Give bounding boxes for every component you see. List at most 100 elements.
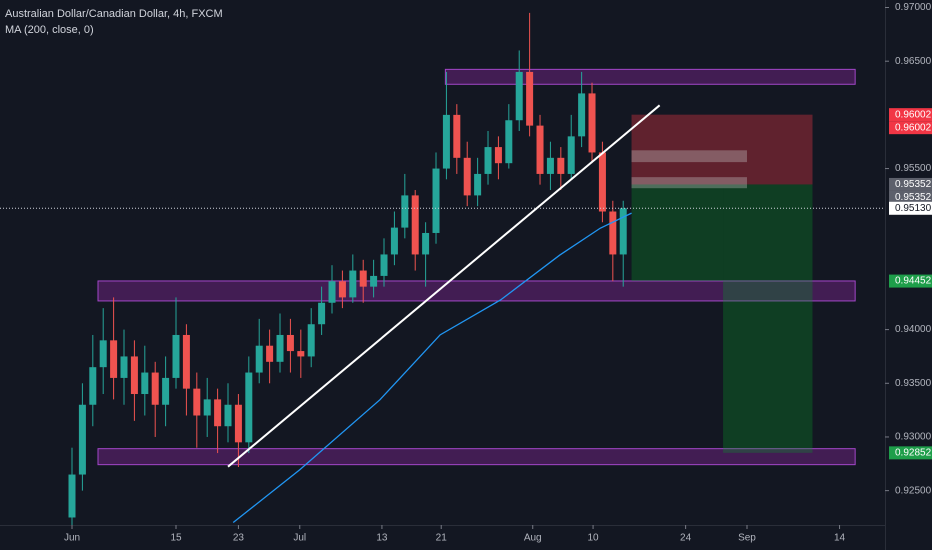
candle-body bbox=[286, 334, 294, 352]
candle-body bbox=[245, 372, 253, 443]
candle-body bbox=[401, 195, 409, 228]
candle-body bbox=[307, 324, 315, 357]
candle-body bbox=[505, 120, 513, 164]
price-label: 0.95352 bbox=[895, 192, 932, 203]
candle-body bbox=[182, 334, 190, 389]
zone bbox=[444, 68, 856, 85]
price-label-badge bbox=[889, 121, 932, 135]
x-tick-label: 14 bbox=[834, 533, 846, 544]
y-tick-label: 0.97000 bbox=[895, 2, 932, 13]
target-zone bbox=[631, 184, 724, 282]
candle-body bbox=[193, 388, 201, 416]
x-tick-label: 13 bbox=[376, 533, 388, 544]
candle-body bbox=[266, 345, 274, 362]
target-zone bbox=[723, 184, 813, 453]
x-tick-label: Jul bbox=[293, 533, 306, 544]
candle-body bbox=[380, 254, 388, 276]
indicator-label: MA (200, close, 0) bbox=[5, 24, 94, 36]
candle-body bbox=[297, 351, 305, 357]
candle-body bbox=[276, 334, 284, 362]
candle-body bbox=[370, 275, 378, 287]
candle-body bbox=[89, 367, 97, 405]
x-tick-label: Jun bbox=[64, 533, 80, 544]
candle-body bbox=[567, 136, 575, 174]
price-label: 0.96002 bbox=[895, 122, 932, 133]
price-label-badge bbox=[889, 190, 932, 204]
x-tick-label: Aug bbox=[524, 533, 542, 544]
price-label: 0.92852 bbox=[895, 447, 932, 458]
x-tick-label: 24 bbox=[680, 533, 692, 544]
price-label: 0.94452 bbox=[895, 276, 932, 287]
candle-body bbox=[515, 71, 523, 121]
candle-body bbox=[99, 340, 107, 368]
candle-body bbox=[224, 404, 232, 427]
zone bbox=[97, 448, 856, 466]
candle-body bbox=[463, 157, 471, 196]
chart-title: Australian Dollar/Canadian Dollar, 4h, F… bbox=[5, 8, 223, 20]
candle-body bbox=[349, 270, 357, 298]
trend-line bbox=[227, 104, 661, 468]
candle-body bbox=[255, 345, 263, 373]
candle-body bbox=[546, 157, 554, 174]
candle-body bbox=[619, 208, 627, 255]
price-label-badge bbox=[889, 274, 932, 288]
candle-body bbox=[474, 173, 482, 196]
price-label-badge bbox=[889, 446, 932, 460]
candle-body bbox=[557, 157, 565, 174]
x-tick-label: 23 bbox=[233, 533, 245, 544]
candle-body bbox=[318, 302, 326, 325]
candle-body bbox=[453, 114, 461, 158]
candle-body bbox=[162, 377, 170, 405]
candle-body bbox=[494, 147, 502, 164]
y-tick-label: 0.94000 bbox=[895, 324, 932, 335]
level-band bbox=[631, 177, 747, 189]
candle-body bbox=[78, 404, 86, 475]
y-tick-label: 0.93000 bbox=[895, 432, 932, 443]
candle-body bbox=[110, 340, 118, 378]
candle-body bbox=[390, 227, 398, 255]
candle-body bbox=[578, 93, 586, 137]
candle-body bbox=[172, 334, 180, 378]
price-label-badge bbox=[889, 108, 932, 122]
candle-body bbox=[338, 281, 346, 298]
y-tick-label: 0.95500 bbox=[895, 163, 932, 174]
candle-body bbox=[411, 195, 419, 255]
candle-body bbox=[484, 147, 492, 174]
x-tick-label: 10 bbox=[587, 533, 599, 544]
y-tick-label: 0.96500 bbox=[895, 56, 932, 67]
price-label-badge bbox=[889, 177, 932, 191]
candle-body bbox=[526, 71, 534, 126]
candle-body bbox=[203, 399, 211, 416]
price-label: 0.95130 bbox=[895, 203, 932, 214]
candle-body bbox=[214, 399, 222, 427]
candle-body bbox=[68, 474, 76, 518]
candle-body bbox=[598, 152, 606, 212]
x-tick-label: 21 bbox=[436, 533, 448, 544]
candle-body bbox=[442, 114, 450, 169]
candle-body bbox=[359, 270, 367, 287]
candle-body bbox=[588, 93, 596, 153]
y-tick-label: 0.92500 bbox=[895, 485, 932, 496]
zone bbox=[97, 280, 856, 302]
candle-body bbox=[432, 168, 440, 233]
price-label-badge bbox=[889, 201, 932, 215]
candle-body bbox=[536, 125, 544, 174]
candle-body bbox=[120, 356, 128, 378]
candle-body bbox=[130, 356, 138, 395]
price-label: 0.95352 bbox=[895, 179, 932, 190]
candle-body bbox=[422, 232, 430, 255]
moving-average bbox=[232, 212, 632, 524]
candle-body bbox=[234, 404, 242, 443]
price-label: 0.96002 bbox=[895, 109, 932, 120]
y-tick-label: 0.93500 bbox=[895, 378, 932, 389]
level-band bbox=[631, 150, 747, 163]
candle-body bbox=[141, 372, 149, 395]
candle-body bbox=[151, 372, 159, 405]
stop-zone bbox=[631, 114, 813, 185]
x-tick-label: Sep bbox=[738, 533, 756, 544]
x-tick-label: 15 bbox=[170, 533, 182, 544]
candle-body bbox=[609, 211, 617, 255]
